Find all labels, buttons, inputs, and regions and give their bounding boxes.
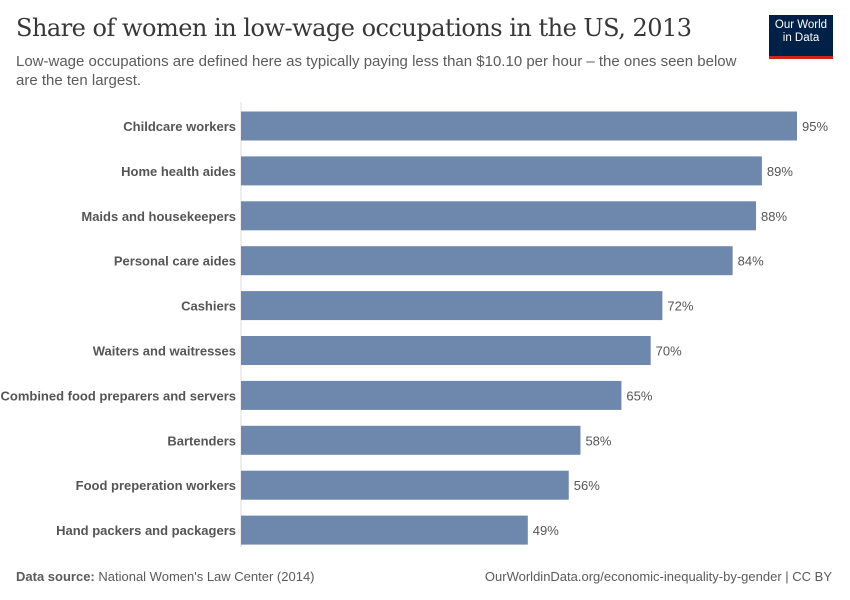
source-text: National Women's Law Center (2014) — [98, 569, 315, 584]
value-label: 88% — [761, 209, 787, 224]
bar[interactable] — [241, 291, 663, 321]
bar[interactable] — [241, 425, 581, 455]
logo-line2: in Data — [782, 32, 820, 44]
category-label: Waiters and waitresses — [93, 344, 236, 359]
value-label: 95% — [802, 119, 828, 134]
value-label: 56% — [574, 478, 600, 493]
bar[interactable] — [241, 336, 651, 365]
bar[interactable] — [241, 201, 757, 231]
category-label: Childcare workers — [123, 119, 236, 134]
value-label: 72% — [667, 299, 693, 314]
value-label: 65% — [626, 388, 652, 403]
source-url[interactable]: OurWorldinData.org/economic-inequality-b… — [484, 569, 832, 584]
category-label: Bartenders — [167, 433, 236, 448]
category-label: Food preperation workers — [76, 478, 236, 493]
chart-subtitle: Low-wage occupations are defined here as… — [16, 53, 737, 89]
category-label: Home health aides — [121, 164, 236, 179]
data-source: Data source: National Women's Law Center… — [16, 569, 315, 584]
bar[interactable] — [241, 156, 762, 186]
logo-line1: Our World — [774, 19, 828, 31]
category-label: Maids and housekeepers — [81, 209, 236, 224]
bar[interactable] — [241, 470, 569, 500]
bar[interactable] — [241, 111, 797, 141]
category-label: Cashiers — [181, 299, 236, 314]
value-label: 70% — [656, 344, 682, 359]
bar[interactable] — [241, 246, 733, 276]
value-label: 49% — [533, 523, 559, 538]
source-label: Data source: — [16, 569, 95, 584]
category-label: Personal care aides — [114, 254, 236, 269]
value-label: 58% — [585, 433, 611, 448]
owid-logo[interactable]: Our World in Data — [769, 15, 833, 59]
chart-title: Share of women in low-wage occupations i… — [16, 14, 692, 42]
bar[interactable] — [241, 515, 528, 545]
value-label: 84% — [738, 254, 764, 269]
category-label: Combined food preparers and servers — [0, 388, 236, 403]
value-label: 89% — [767, 164, 793, 179]
bar[interactable] — [241, 380, 622, 410]
category-label: Hand packers and packagers — [56, 523, 236, 538]
